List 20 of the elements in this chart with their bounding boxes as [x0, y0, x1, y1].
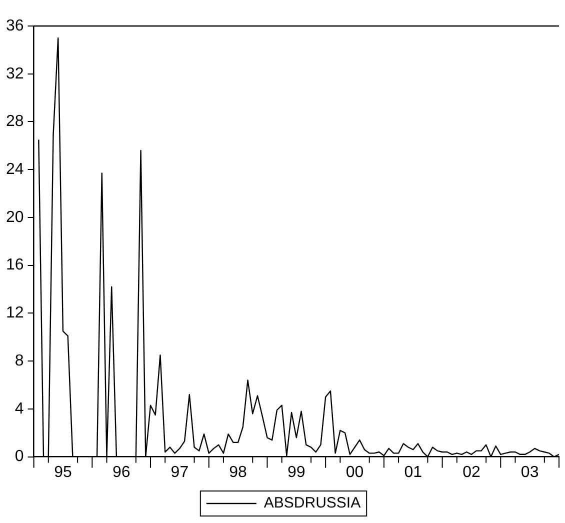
x-tick-label: 97: [170, 464, 189, 481]
x-tick-label: 96: [112, 464, 130, 481]
x-tick-label: 03: [520, 464, 539, 481]
x-tick-label: 02: [462, 464, 480, 481]
y-tick-label: 12: [6, 304, 24, 322]
y-tick-label: 8: [14, 352, 24, 370]
x-tick-label: 99: [288, 464, 306, 481]
x-tick-label: 00: [346, 464, 364, 481]
y-tick-label: 28: [6, 113, 24, 130]
y-tick-label: 20: [6, 208, 24, 226]
y-tick-label: 16: [6, 256, 24, 274]
y-tick-label: 4: [14, 400, 24, 418]
legend-label: ABSDRUSSIA: [264, 494, 361, 512]
y-tick-label: 32: [6, 65, 24, 82]
y-tick-label: 36: [6, 17, 24, 34]
x-tick-label: 98: [229, 464, 248, 481]
y-tick-label: 0: [14, 448, 24, 466]
y-tick-label: 24: [6, 161, 24, 178]
x-tick-label: 01: [404, 464, 422, 481]
x-tick-label: 95: [54, 464, 72, 481]
